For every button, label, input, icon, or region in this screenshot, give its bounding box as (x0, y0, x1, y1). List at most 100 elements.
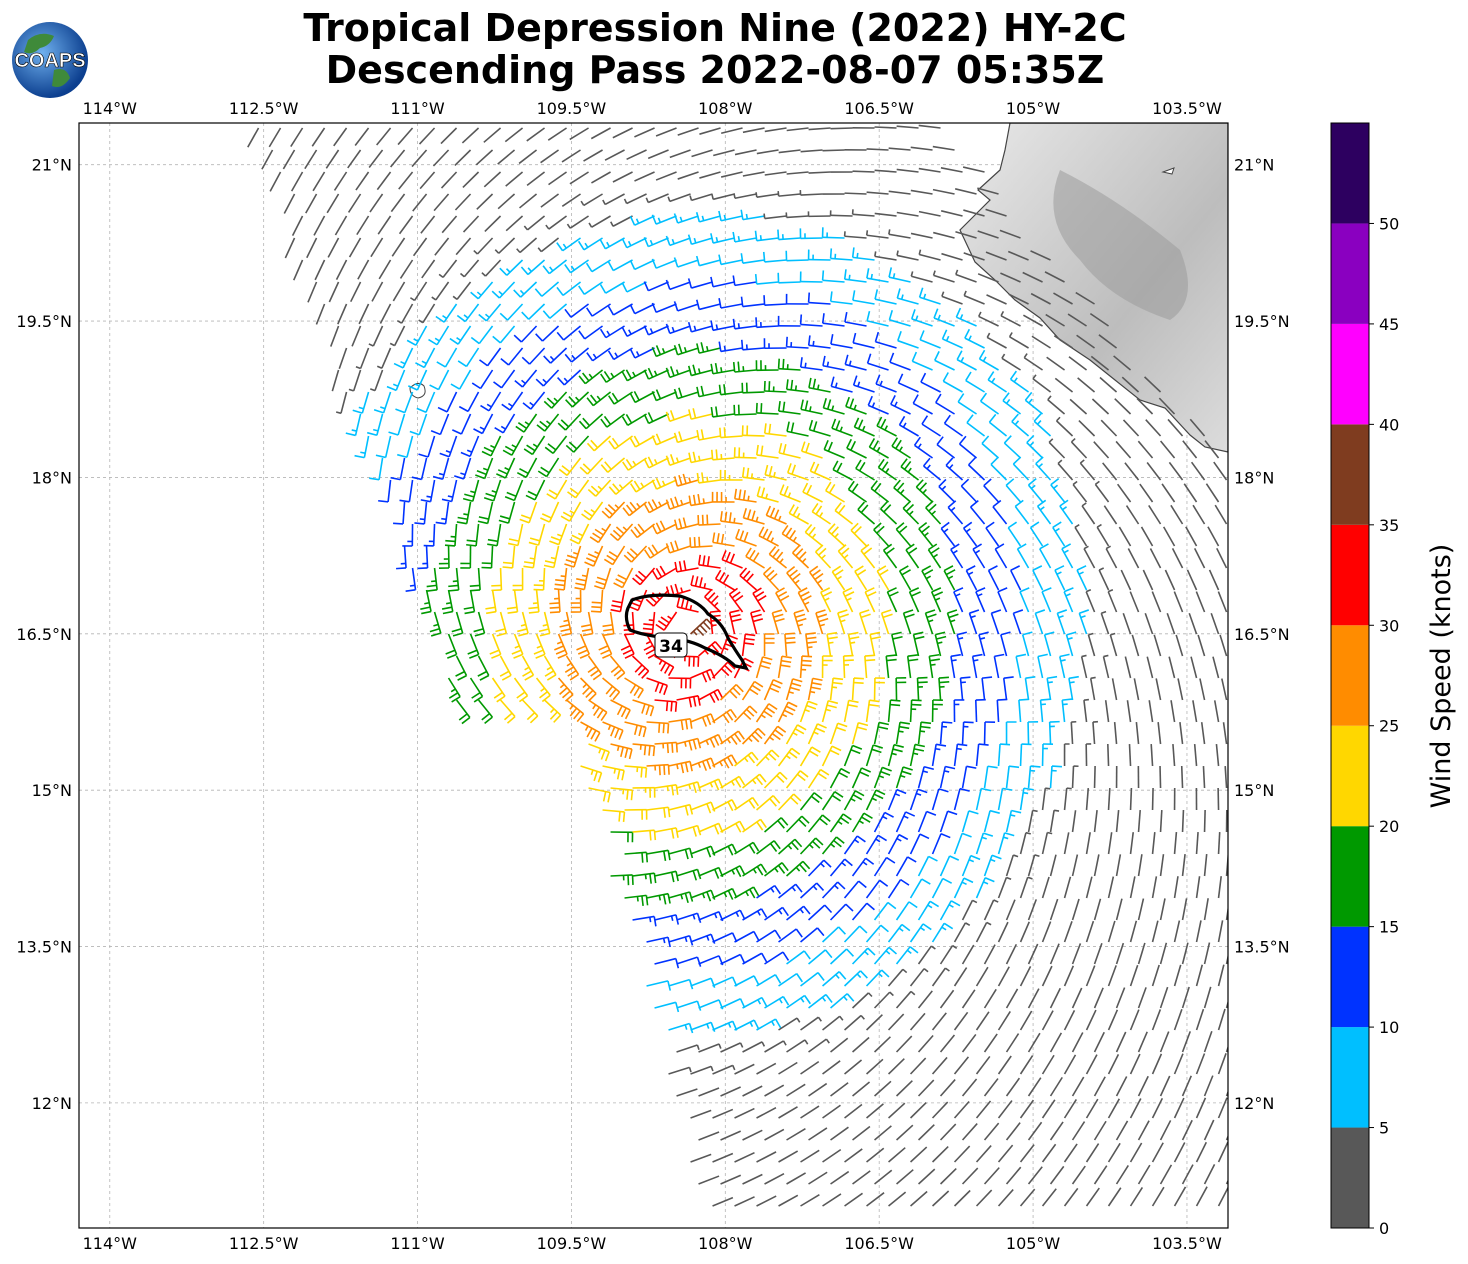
wind-barb (491, 677, 506, 703)
wind-barb (477, 501, 494, 525)
wind-barb (651, 389, 677, 402)
wind-barb (917, 765, 935, 789)
wind-barb (1115, 1164, 1129, 1185)
wind-barb (799, 271, 823, 283)
wind-barb (449, 325, 472, 345)
wind-barb (1171, 548, 1184, 569)
wind-barb (624, 765, 648, 778)
wind-barb (939, 900, 961, 921)
wind-barb (732, 361, 757, 373)
wind-barb (712, 843, 738, 856)
wind-barb (290, 171, 304, 192)
wind-barb (786, 950, 811, 965)
wind-barb (711, 661, 736, 679)
wind-barb (799, 700, 818, 723)
wind-barb (977, 273, 999, 283)
wind-barb (690, 1109, 712, 1119)
wind-barb (934, 631, 947, 657)
wind-barb (673, 213, 699, 224)
wind-barb (462, 215, 480, 233)
wind-barb (1005, 478, 1022, 503)
wind-barb (939, 1079, 956, 1097)
wind-barb (698, 910, 724, 922)
wind-barb (821, 313, 845, 327)
wind-barb (651, 302, 677, 314)
wind-barb (719, 469, 743, 481)
wind-barb (844, 1192, 863, 1207)
wind-barb (371, 281, 384, 302)
wind-barb (609, 655, 626, 680)
wind-barb (665, 279, 691, 291)
wind-barb (778, 1061, 798, 1075)
wind-barb (1037, 653, 1048, 679)
wind-barb (547, 127, 567, 141)
wind-barb (506, 589, 519, 614)
wind-barb (720, 775, 746, 789)
wind-barb (1045, 313, 1065, 327)
wind-barb (668, 934, 694, 946)
wind-barb (1217, 1186, 1228, 1207)
wind-barb (1019, 921, 1030, 943)
wind-barb (1019, 787, 1034, 811)
wind-barb (402, 523, 414, 547)
wind-barb (895, 990, 916, 1009)
wind-barb (909, 878, 931, 899)
wind-barb (1049, 809, 1060, 833)
wind-barb (997, 921, 1009, 943)
wind-barb (366, 413, 384, 437)
wind-barb (375, 435, 392, 459)
wind-barb (370, 237, 384, 258)
wind-barb (513, 677, 529, 703)
wind-barb (584, 545, 604, 567)
wind-barb (622, 457, 647, 471)
wind-barb (827, 523, 846, 547)
wind-barb (1113, 355, 1132, 371)
wind-barb (1085, 920, 1095, 943)
wind-barb (624, 808, 648, 820)
wind-barb (1089, 676, 1096, 701)
wind-barb (1129, 1187, 1144, 1207)
wind-barb (676, 824, 702, 837)
lat-tick-label: 13.5°N (1234, 938, 1290, 957)
wind-barb (822, 971, 847, 987)
wind-barb (1085, 832, 1091, 855)
wind-barb (407, 369, 428, 391)
wind-barb (1217, 964, 1225, 987)
wind-barb (494, 237, 516, 254)
wind-barb (687, 278, 713, 289)
wind-barb (888, 1191, 907, 1207)
wind-barb (779, 484, 801, 503)
wind-barb (632, 699, 655, 717)
wind-barb (821, 745, 842, 767)
wind-barb (983, 1033, 998, 1053)
wind-barb (1124, 462, 1140, 481)
wind-barb (786, 1172, 806, 1185)
wind-barb (554, 633, 568, 659)
wind-barb (665, 366, 691, 379)
wind-barb (799, 792, 823, 811)
wind-barb (556, 281, 582, 296)
wind-barb (651, 477, 677, 490)
wind-barb (645, 589, 670, 607)
wind-barb (473, 237, 494, 255)
wind-barb (665, 235, 691, 247)
wind-barb (1105, 545, 1118, 569)
wind-barb (1015, 653, 1027, 679)
wind-barb (987, 565, 1000, 591)
wind-barb (1021, 631, 1033, 657)
wind-barb (523, 215, 546, 231)
wind-barb (399, 259, 414, 279)
wind-barb (1212, 656, 1220, 679)
wind-barb (927, 543, 942, 569)
wind-barb (712, 1064, 736, 1075)
wind-barb (755, 402, 779, 415)
wind-barb (888, 267, 911, 283)
wind-barb (875, 374, 897, 393)
wind-barb (1225, 904, 1228, 921)
wind-barb (268, 127, 282, 148)
wind-barb (629, 479, 655, 493)
wind-barb (829, 248, 853, 261)
wind-barb (356, 215, 370, 236)
wind-barb (496, 457, 516, 479)
wind-barb (860, 543, 876, 569)
